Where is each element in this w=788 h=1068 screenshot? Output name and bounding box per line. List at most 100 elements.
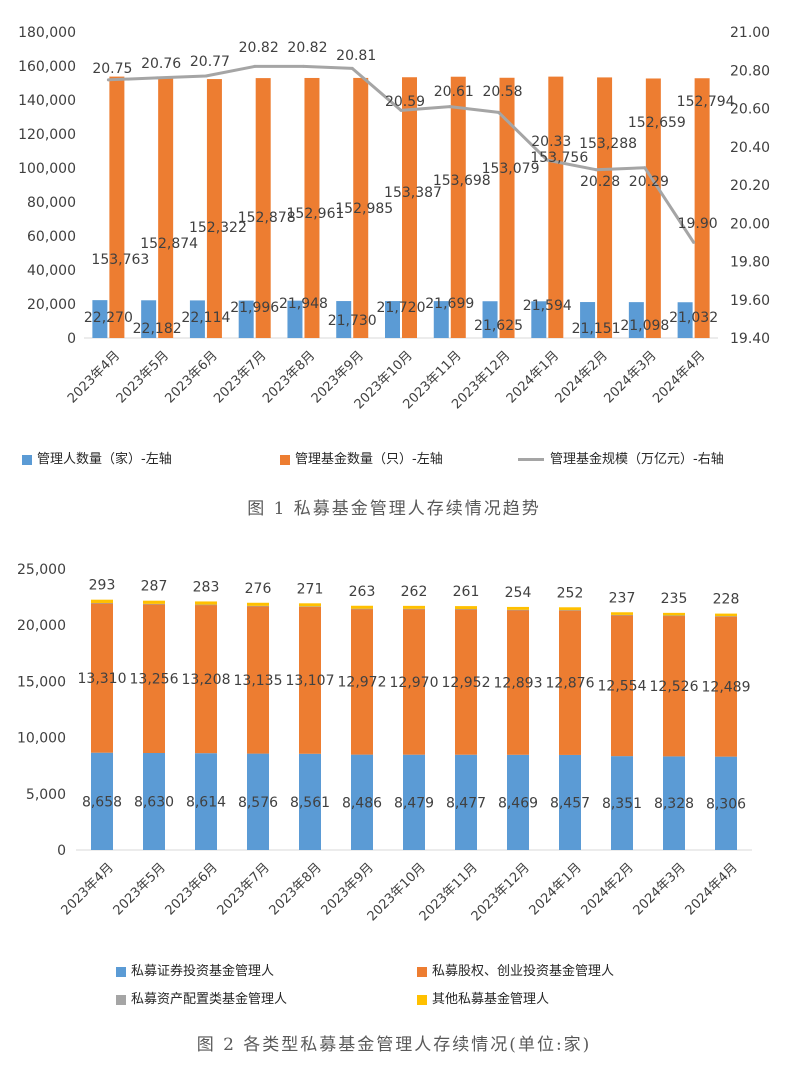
legend-item-equity-vc: 私募股权、创业投资基金管理人: [417, 960, 614, 979]
data-label-other: 237: [609, 590, 636, 606]
data-label-manager-count: 21,699: [425, 296, 474, 312]
bar-asset-allocation: [91, 602, 113, 604]
data-label-fund-scale: 20.59: [385, 94, 425, 110]
data-label-fund-count: 153,079: [482, 161, 540, 177]
data-label-fund-count: 153,763: [91, 252, 149, 268]
data-label-fund-scale: 20.58: [482, 84, 522, 100]
bar-other: [715, 613, 737, 617]
bar-securities: [403, 754, 425, 850]
data-label-other: 261: [453, 584, 480, 600]
bar-other: [507, 606, 529, 610]
data-label-fund-scale: 20.82: [239, 40, 279, 56]
bar-securities: [455, 754, 477, 850]
data-label-equity-vc: 13,256: [130, 672, 179, 688]
data-label-securities: 8,477: [446, 795, 486, 811]
data-label-securities: 8,561: [290, 795, 330, 811]
data-label-other: 262: [401, 584, 428, 600]
y-right-tick-label: 21.00: [730, 25, 770, 41]
line-point-fund-scale: [643, 166, 647, 170]
bar-other: [247, 602, 269, 606]
bar-asset-allocation: [559, 610, 581, 611]
bar-other: [663, 612, 685, 616]
x-tick-label: 2023年8月: [267, 860, 325, 918]
line-point-fund-scale: [155, 76, 159, 80]
data-label-fund-count: 152,961: [287, 206, 345, 222]
chart-2-caption: 图 2 各类型私募基金管理人存续情况(单位:家): [196, 1035, 592, 1055]
data-label-manager-count: 21,996: [230, 300, 279, 316]
bar-fund-count: [499, 77, 515, 339]
bar-manager-count: [238, 300, 254, 338]
legend-swatch-gray: [116, 994, 126, 1005]
data-label-other: 263: [349, 584, 376, 600]
data-label-manager-count: 22,182: [133, 321, 182, 337]
line-point-fund-scale: [448, 105, 452, 109]
bar-manager-count: [385, 301, 400, 338]
data-label-manager-count: 21,948: [279, 296, 328, 312]
x-tick-label: 2024年2月: [579, 860, 637, 918]
data-label-manager-count: 22,270: [84, 310, 133, 326]
bar-other: [455, 606, 477, 610]
bar-fund-count: [450, 76, 466, 338]
legend-label: 私募证券投资基金管理人: [131, 964, 275, 979]
bar-equity-vc: [351, 608, 373, 755]
data-label-fund-scale: 20.29: [629, 174, 669, 190]
x-tick-label: 2023年5月: [111, 860, 169, 918]
data-label-other: 287: [141, 579, 168, 595]
bar-manager-count: [336, 301, 352, 338]
bar-asset-allocation: [455, 609, 477, 610]
bar-manager-count: [433, 301, 449, 338]
y-right-tick-label: 20.00: [730, 216, 770, 232]
y-right-tick-label: 20.20: [730, 178, 770, 194]
legend-item-asset-allocation: 私募资产配置类基金管理人: [116, 988, 287, 1007]
bar-other: [91, 599, 113, 603]
data-label-fund-count: 153,756: [530, 150, 588, 166]
data-label-fund-count: 153,288: [579, 136, 637, 152]
legend-label: 其他私募基金管理人: [432, 992, 550, 1007]
bar-fund-count: [206, 79, 222, 338]
bar-securities: [611, 756, 633, 850]
bar-equity-vc: [559, 610, 581, 755]
line-point-fund-scale: [545, 158, 549, 162]
data-label-equity-vc: 12,489: [702, 679, 751, 695]
data-label-equity-vc: 12,893: [494, 675, 543, 691]
data-label-other: 276: [245, 581, 272, 597]
data-label-securities: 8,479: [394, 795, 434, 811]
bar-securities: [195, 753, 217, 850]
legend-swatch-blue: [116, 966, 126, 977]
line-point-fund-scale: [301, 64, 305, 68]
y-tick-label: 0: [57, 843, 66, 859]
data-label-equity-vc: 12,554: [598, 679, 647, 695]
legend-item-other: 其他私募基金管理人: [417, 988, 549, 1007]
bar-manager-count: [92, 300, 108, 338]
bar-securities: [663, 756, 685, 850]
data-label-fund-count: 152,322: [189, 220, 247, 236]
bar-equity-vc: [299, 606, 321, 754]
data-label-securities: 8,614: [186, 795, 226, 811]
y-tick-label: 5,000: [26, 787, 66, 803]
data-label-securities: 8,306: [706, 796, 746, 812]
data-label-fund-count: 152,874: [140, 236, 198, 252]
bar-securities: [507, 754, 529, 850]
line-point-fund-scale: [594, 168, 598, 172]
legend-label: 私募股权、创业投资基金管理人: [432, 964, 615, 979]
bar-asset-allocation: [403, 608, 425, 610]
bar-asset-allocation: [143, 603, 165, 605]
bar-fund-count: [694, 78, 710, 339]
bar-manager-count: [287, 300, 303, 338]
bar-equity-vc: [143, 604, 165, 753]
data-label-securities: 8,469: [498, 795, 538, 811]
bar-asset-allocation: [715, 616, 737, 617]
x-tick-label: 2023年4月: [59, 860, 117, 918]
data-label-manager-count: 21,720: [377, 300, 426, 316]
data-label-fund-count: 153,698: [433, 173, 491, 189]
bar-asset-allocation: [195, 604, 217, 606]
line-point-fund-scale: [399, 108, 403, 112]
bar-manager-count: [580, 302, 596, 338]
data-label-other: 254: [505, 585, 532, 601]
bar-securities: [559, 754, 581, 850]
bar-manager-count: [189, 300, 205, 338]
data-label-manager-count: 21,594: [523, 298, 572, 314]
bar-manager-count: [482, 301, 498, 338]
data-label-securities: 8,630: [134, 794, 174, 810]
y-left-tick-label: 0: [67, 331, 76, 347]
